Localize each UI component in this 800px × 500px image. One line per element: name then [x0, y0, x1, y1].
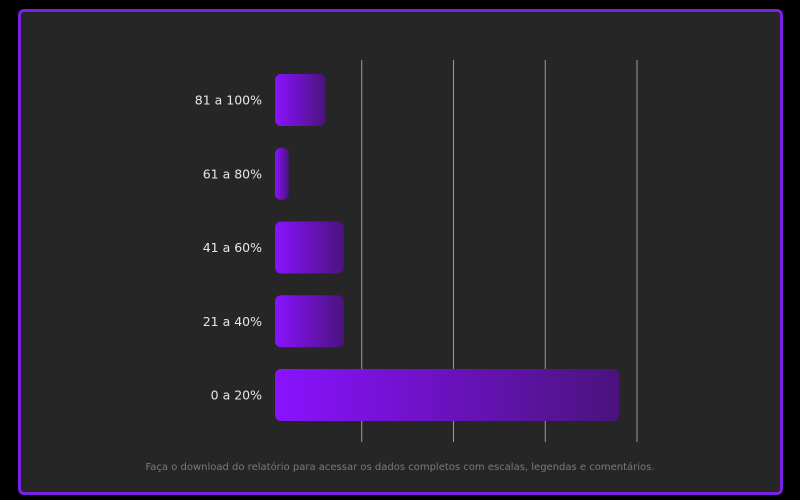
category-label: 41 a 60%: [203, 240, 262, 255]
category-label: 61 a 80%: [203, 166, 262, 181]
bars: [275, 74, 620, 421]
bar: [275, 74, 326, 126]
category-label: 0 a 20%: [211, 388, 262, 403]
bar: [275, 369, 620, 421]
category-label: 81 a 100%: [195, 93, 262, 108]
bar: [275, 221, 344, 274]
bar: [275, 147, 289, 200]
category-labels: 81 a 100% 61 a 80% 41 a 60% 21 a 40% 0 a 20%: [195, 93, 262, 403]
bar: [275, 295, 344, 348]
category-label: 21 a 40%: [203, 314, 262, 329]
footnote: Faça o download do relatório para acessa…: [145, 462, 655, 473]
